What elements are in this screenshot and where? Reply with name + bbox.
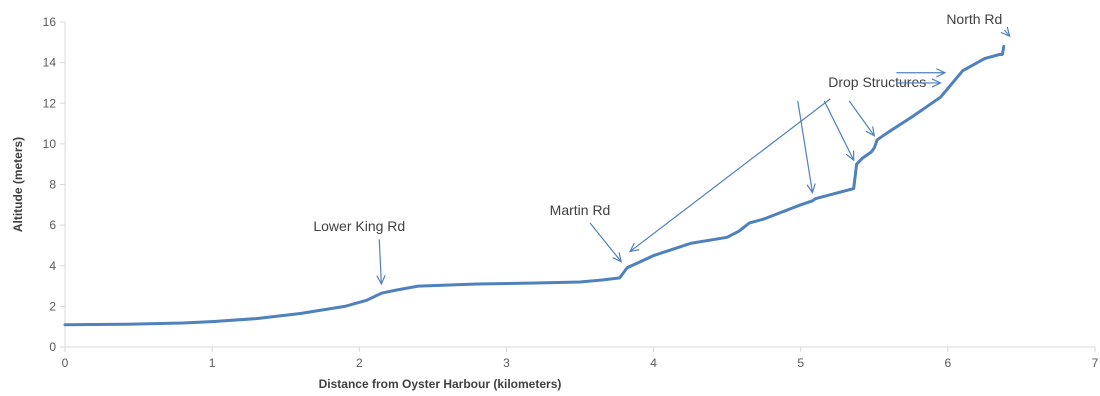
annotations: Lower King Rd Martin Rd Drop Structures Nor… [313, 11, 1011, 286]
y-tick-label: 0 [49, 340, 56, 354]
annotation-label: Martin Rd [550, 202, 611, 218]
annotation-2: Drop Structures [628, 68, 947, 253]
y-tick-label: 6 [49, 218, 56, 232]
y-tick-label: 16 [43, 15, 57, 29]
annotation-label: Lower King Rd [313, 218, 405, 234]
annotation-arrow [848, 100, 875, 137]
y-tick-label: 14 [43, 56, 57, 70]
arrow-head [1000, 26, 1011, 38]
arrow-head [865, 126, 876, 137]
y-tick-label: 10 [43, 137, 57, 151]
x-tick-label: 4 [650, 356, 657, 370]
annotation-arrow [378, 239, 382, 285]
annotation-arrow [823, 100, 855, 161]
arrow-head [806, 183, 816, 194]
y-tick-label: 12 [43, 96, 57, 110]
arrow-head [376, 275, 386, 286]
series-line-0 [63, 44, 1006, 327]
x-tick-label: 2 [356, 356, 363, 370]
arrow-head [845, 150, 855, 162]
arrow-head [628, 242, 640, 253]
x-tick-label: 0 [62, 356, 69, 370]
arrow-head [612, 252, 623, 263]
x-tick-label: 1 [209, 356, 216, 370]
y-tick-label: 4 [49, 259, 56, 273]
y-axis: 0 2 4 6 8 10 12 14 16 [43, 15, 66, 354]
x-tick-label: 3 [503, 356, 510, 370]
series-group [63, 44, 1006, 327]
y-tick-label: 8 [49, 178, 56, 192]
annotation-arrow [629, 98, 831, 253]
annotation-3: North Rd [946, 11, 1011, 38]
annotation-1: Martin Rd [550, 202, 623, 263]
annotation-label: Drop Structures [828, 74, 926, 90]
arrow-head [931, 78, 942, 88]
x-axis: 0 1 2 3 4 5 6 7 [62, 346, 1099, 370]
x-axis-title: Distance from Oyster Harbour (kilometers… [319, 377, 562, 391]
annotation-arrow [797, 100, 814, 193]
annotation-0: Lower King Rd [313, 218, 405, 286]
annotation-arrow [589, 222, 622, 263]
x-tick-label: 7 [1092, 356, 1099, 370]
y-tick-label: 2 [49, 299, 56, 313]
annotation-label: North Rd [946, 11, 1002, 27]
x-tick-label: 5 [797, 356, 804, 370]
arrow-head [936, 68, 947, 78]
y-axis-title: Altitude (meters) [11, 137, 25, 232]
x-tick-label: 6 [945, 356, 952, 370]
